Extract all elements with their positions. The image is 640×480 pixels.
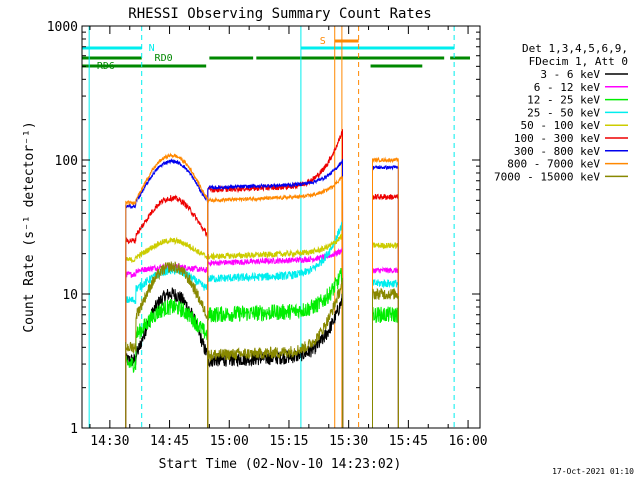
x-axis: 14:30 14:45 15:00 15:15 15:30 15:45 16:00 bbox=[89, 26, 488, 449]
series-line bbox=[125, 261, 209, 429]
series-group bbox=[125, 129, 399, 429]
series-line bbox=[207, 267, 344, 429]
legend-label: 25 - 50 keV bbox=[527, 106, 600, 119]
series-line bbox=[207, 175, 344, 429]
series-line bbox=[372, 156, 399, 429]
s-flag-label: S bbox=[320, 36, 326, 47]
y-tick-label: 1000 bbox=[47, 20, 78, 35]
series-300-800-keV bbox=[125, 157, 399, 429]
legend-label: 3 - 6 keV bbox=[540, 68, 600, 81]
legend-label: 6 - 12 keV bbox=[534, 81, 601, 94]
series-50-100-keV bbox=[125, 233, 399, 429]
y-tick-label: 100 bbox=[55, 154, 78, 169]
rd0-flag-label: RD0 bbox=[155, 53, 173, 64]
series-12-25-keV bbox=[125, 267, 399, 429]
x-tick-label: 15:00 bbox=[210, 434, 249, 449]
event-lines bbox=[88, 26, 455, 428]
series-line bbox=[372, 306, 399, 429]
series-line bbox=[125, 157, 209, 429]
series-line bbox=[125, 152, 209, 429]
x-tick-label: 15:45 bbox=[389, 434, 428, 449]
x-tick-label: 14:45 bbox=[150, 434, 189, 449]
legend-header-line-1: Det 1,3,4,5,6,9, bbox=[522, 42, 628, 55]
legend-label: 12 - 25 keV bbox=[527, 94, 600, 107]
series-line bbox=[372, 266, 399, 429]
series-line bbox=[207, 159, 344, 429]
series-line bbox=[207, 247, 344, 429]
series-line bbox=[207, 233, 344, 429]
series-line bbox=[207, 277, 344, 429]
x-tick-label: 15:15 bbox=[269, 434, 308, 449]
n-flag-label: N bbox=[149, 43, 155, 54]
y-axis: 1 10 100 1000 bbox=[47, 20, 480, 437]
y-tick-label: 1 bbox=[70, 422, 78, 437]
series-line bbox=[372, 164, 399, 429]
y-axis-label: Count Rate (s⁻¹ detector⁻¹) bbox=[22, 121, 37, 332]
x-tick-label: 14:30 bbox=[90, 434, 129, 449]
series-7000-15000-keV bbox=[125, 261, 399, 429]
x-tick-label: 16:00 bbox=[448, 434, 487, 449]
series-line bbox=[372, 287, 399, 429]
series-800-7000-keV bbox=[125, 152, 399, 429]
series-line bbox=[125, 194, 209, 429]
x-axis-label: Start Time (02-Nov-10 14:23:02) bbox=[159, 457, 402, 472]
series-line bbox=[125, 236, 209, 429]
legend-label: 800 - 7000 keV bbox=[507, 158, 600, 171]
plot-frame bbox=[81, 25, 481, 429]
series-line bbox=[372, 193, 399, 429]
x-tick-label: 15:30 bbox=[329, 434, 368, 449]
legend-label: 100 - 300 keV bbox=[514, 132, 600, 145]
series-line bbox=[372, 278, 399, 429]
series-line bbox=[372, 240, 399, 429]
plot-timestamp: 17-Oct-2021 01:10 bbox=[552, 467, 634, 476]
series-line bbox=[125, 287, 209, 429]
legend-label: 300 - 800 keV bbox=[514, 145, 600, 158]
legend-label: 50 - 100 keV bbox=[521, 119, 601, 132]
chart-title: RHESSI Observing Summary Count Rates bbox=[128, 6, 431, 22]
legend-label: 7000 - 15000 keV bbox=[494, 170, 600, 183]
y-tick-label: 10 bbox=[62, 288, 78, 303]
series-line bbox=[207, 221, 344, 429]
series-line bbox=[125, 298, 209, 429]
legend-header-line-2: FDecim 1, Att 0 bbox=[529, 55, 628, 68]
rd6-flag-label: RD6 bbox=[97, 61, 115, 72]
